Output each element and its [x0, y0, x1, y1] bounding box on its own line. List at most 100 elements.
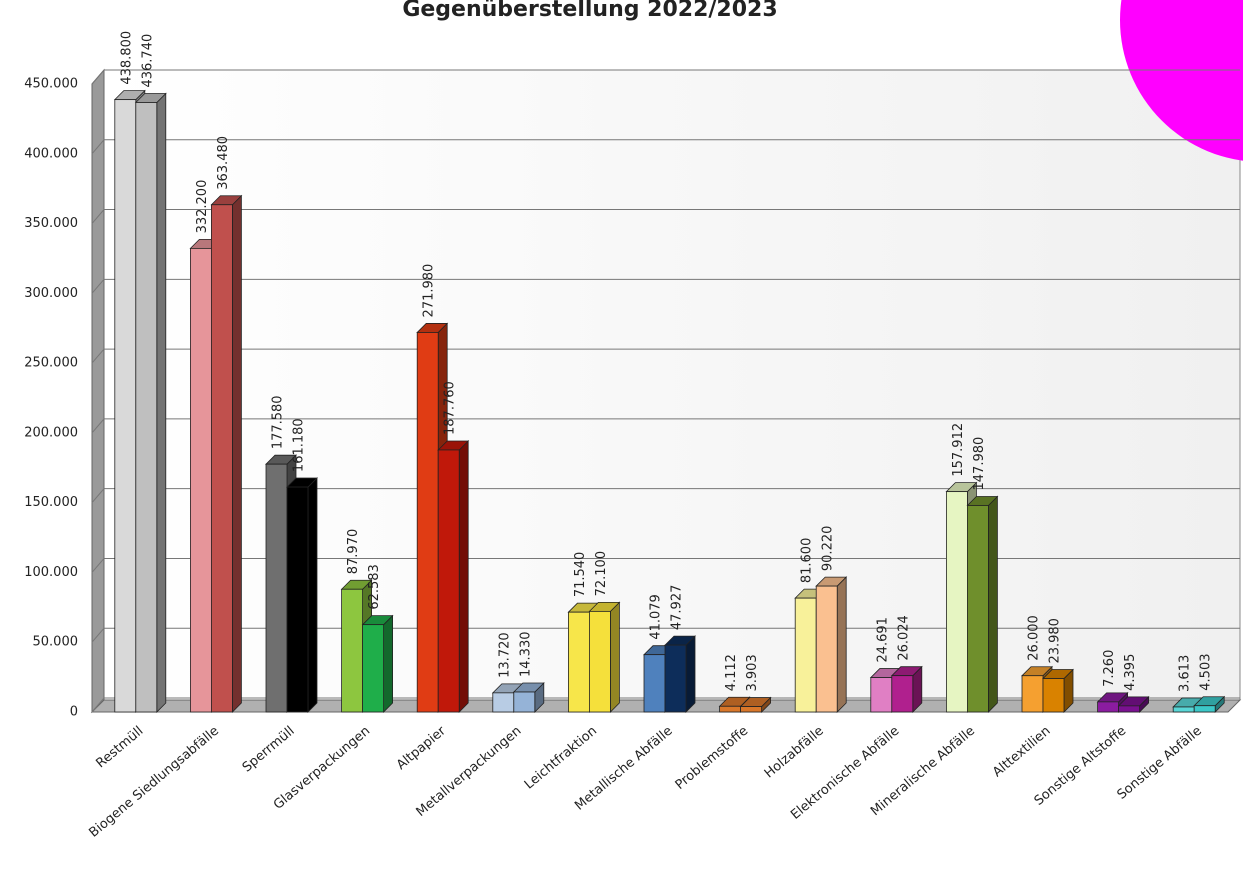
y-tick-label: 300.000	[24, 286, 78, 301]
bar-side	[156, 92, 167, 713]
chart-title: Gegenüberstellung 2022/2023	[402, 0, 777, 22]
decoration	[1120, 0, 1243, 161]
grid-line	[91, 278, 1240, 294]
bar-side	[383, 614, 394, 713]
y-tick-label: 100.000	[24, 565, 78, 580]
x-tick-label: Biogene Siedlungsabfälle	[86, 724, 222, 841]
bar-side	[231, 194, 242, 713]
bar	[719, 705, 741, 713]
bar	[114, 99, 137, 713]
value-label: 332.200	[195, 180, 210, 234]
bar	[1021, 675, 1044, 713]
bar-side	[307, 477, 318, 713]
value-label: 4.112	[724, 654, 739, 691]
value-label: 3.903	[745, 654, 760, 691]
grid-line	[91, 697, 1240, 713]
bar	[286, 486, 309, 713]
value-label: 271.980	[422, 264, 437, 318]
grid-line	[91, 488, 1240, 503]
y-tick-label: 150.000	[24, 495, 78, 510]
value-label: 23.980	[1048, 618, 1063, 664]
bar	[815, 585, 838, 713]
bar-side	[610, 601, 620, 713]
bar	[513, 691, 536, 713]
bar-side	[988, 495, 998, 713]
value-label: 177.580	[271, 395, 286, 449]
bar	[189, 247, 212, 713]
x-tick-label: Restmüll	[93, 724, 146, 772]
x-tick-label: Holzabfälle	[762, 724, 827, 782]
x-tick-label: Sperrmüll	[240, 724, 298, 776]
value-label: 438.800	[119, 31, 134, 85]
value-label: 4.503	[1199, 653, 1214, 690]
value-label: 24.691	[875, 617, 890, 663]
bar	[794, 597, 817, 713]
value-label: 436.740	[140, 34, 155, 88]
value-label: 14.330	[518, 632, 533, 678]
bar-side	[458, 440, 469, 713]
x-tick-label: Problemstoffe	[673, 724, 752, 793]
x-tick-label: Leichtfraktion	[522, 724, 600, 793]
value-label: 363.480	[216, 136, 231, 190]
bar	[1118, 705, 1140, 713]
value-label: 7.260	[1102, 650, 1117, 687]
value-label: 4.395	[1123, 654, 1138, 691]
value-label: 87.970	[346, 529, 361, 575]
grid-line	[91, 348, 1240, 364]
bar	[135, 102, 158, 713]
bar	[967, 505, 989, 713]
grid-line	[91, 69, 1240, 85]
bar	[643, 654, 666, 713]
value-label: 47.927	[670, 585, 685, 631]
value-label: 26.000	[1027, 615, 1042, 661]
bar	[341, 588, 364, 713]
value-label: 187.760	[443, 381, 458, 435]
value-label: 3.613	[1178, 655, 1193, 692]
grid-line	[91, 627, 1240, 643]
grid-line	[91, 418, 1240, 434]
value-label: 71.540	[573, 552, 588, 598]
value-label: 90.220	[821, 526, 836, 572]
y-tick-label: 250.000	[24, 356, 78, 371]
bar	[589, 610, 611, 713]
y-tick-label: 200.000	[24, 425, 78, 440]
bar	[664, 644, 687, 713]
y-tick-label: 400.000	[24, 146, 78, 161]
value-label: 62.583	[367, 564, 382, 610]
value-label: 26.024	[896, 615, 911, 661]
y-tick-label: 450.000	[24, 77, 78, 92]
bar	[437, 449, 460, 713]
value-label: 147.980	[972, 437, 987, 491]
bar	[870, 677, 893, 713]
value-label: 81.600	[800, 538, 815, 584]
value-label: 41.079	[649, 594, 664, 640]
side-wall	[91, 68, 105, 714]
bar	[265, 463, 288, 713]
value-label: 72.100	[594, 551, 609, 597]
x-tick-label: Altpapier	[394, 723, 449, 773]
bar	[1097, 701, 1119, 713]
value-label: 157.912	[951, 423, 966, 477]
y-tick-label: 350.000	[24, 216, 78, 231]
y-tick-label: 50.000	[33, 635, 79, 650]
bar	[946, 491, 968, 713]
bar	[362, 624, 385, 713]
bar	[891, 675, 914, 713]
bar	[1042, 678, 1065, 713]
bar	[416, 332, 439, 713]
x-tick-label: Alttextilien	[990, 724, 1054, 781]
bar	[210, 204, 233, 713]
bar	[740, 706, 762, 713]
y-tick-label: 0	[70, 705, 78, 720]
bar-side	[836, 576, 847, 713]
grid-line	[91, 557, 1240, 573]
bar	[1193, 705, 1216, 713]
bar	[1172, 706, 1195, 713]
bar-side	[685, 635, 696, 713]
grid-line	[91, 209, 1240, 224]
value-label: 13.720	[497, 632, 512, 678]
bar	[568, 611, 590, 713]
value-label: 161.180	[292, 418, 307, 472]
bar	[492, 692, 515, 713]
